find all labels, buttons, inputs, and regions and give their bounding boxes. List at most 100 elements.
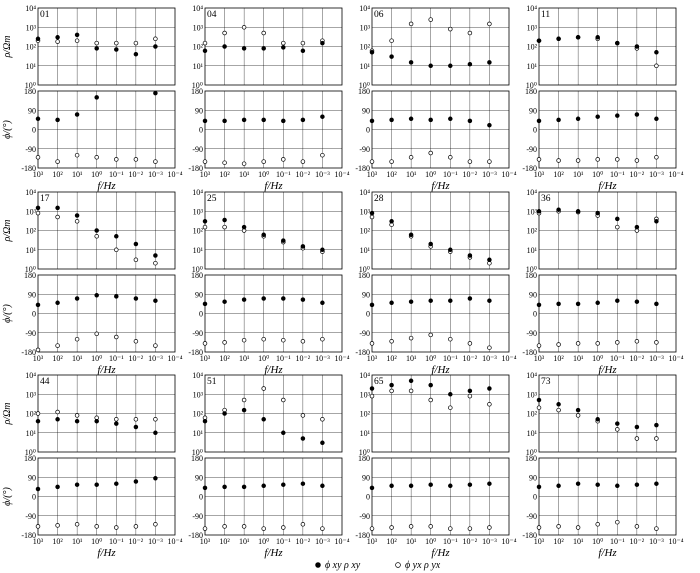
- y-tick-label: 10¹: [26, 246, 37, 255]
- phi-yx-point: [615, 157, 620, 162]
- y-tick-label: -90: [526, 329, 537, 338]
- x-tick-label: 10⁻¹: [109, 537, 124, 546]
- y-tick-label: 10³: [26, 207, 37, 216]
- phi-xy-point: [428, 117, 433, 123]
- phi-yx-point: [654, 155, 659, 160]
- rho-xy-point: [487, 386, 492, 391]
- phi-yx-point: [389, 339, 394, 344]
- rho-xy-point: [114, 421, 119, 426]
- rho-xy-point: [320, 40, 325, 46]
- phi-yx-point: [575, 341, 581, 346]
- x-axis-label: f/Hz: [97, 180, 116, 192]
- phi-yx-point: [320, 152, 325, 158]
- rho-xy-point: [556, 36, 561, 42]
- phi-xy-point: [654, 481, 659, 486]
- y-tick-label: 10¹: [193, 429, 204, 438]
- phi-yx-point: [408, 155, 414, 160]
- x-tick-label: 10³: [200, 354, 211, 363]
- phi-yx-point: [369, 159, 375, 164]
- y-tick-label: 180: [191, 454, 203, 463]
- y-tick-label: -180: [355, 348, 370, 357]
- y-tick-label: 10²: [360, 410, 371, 419]
- x-tick-label: 10⁻²: [630, 170, 645, 179]
- phi-yx-point: [153, 343, 158, 348]
- rho-xy-point: [153, 44, 158, 49]
- y-tick-label: 10¹: [26, 429, 37, 438]
- rho-yx-point: [133, 417, 139, 422]
- y-tick-label: 10⁰: [25, 81, 36, 90]
- rho-yx-point: [369, 214, 375, 220]
- rho-xy-point: [595, 210, 600, 216]
- rho-xy-point: [202, 219, 208, 224]
- phi-xy-point: [153, 90, 158, 96]
- rho-xy-point: [300, 244, 306, 249]
- rho-yx-point: [536, 405, 542, 410]
- phi-yx-point: [281, 337, 286, 343]
- rho-xy-point: [222, 44, 227, 49]
- rho-xy-point: [202, 48, 208, 54]
- phi-yx-point: [202, 341, 208, 346]
- y-tick-label: 90: [362, 290, 370, 299]
- phi-yx-point: [133, 339, 139, 344]
- rho-xy-point: [74, 213, 80, 218]
- rho-yx-point: [55, 39, 60, 44]
- rho-yx-point: [467, 30, 473, 36]
- legend-label-xy: ϕ xy ρ xy: [325, 560, 361, 571]
- x-tick-label: 10⁻²: [463, 537, 478, 546]
- rho-xy-point: [428, 63, 433, 69]
- rho-xy-point: [241, 224, 247, 230]
- y-tick-label: 90: [28, 106, 36, 115]
- phi-yx-point: [300, 159, 306, 164]
- phi-yx-point: [222, 160, 227, 165]
- phi-yx-point: [35, 155, 41, 160]
- rho-xy-point: [556, 207, 561, 212]
- rho-yx-point: [222, 30, 227, 36]
- x-tick-label: 10⁰: [258, 354, 269, 363]
- phi-xy-point: [222, 484, 227, 490]
- phi-xy-point: [320, 483, 325, 489]
- x-tick-label: 10²: [219, 170, 230, 179]
- y-tick-label: 180: [525, 87, 537, 96]
- x-tick-label: 10⁻¹: [276, 170, 291, 179]
- x-tick-label: 10⁻³: [482, 537, 497, 546]
- rho-yx-point: [133, 40, 139, 46]
- x-tick-label: 10⁻⁴: [501, 354, 516, 363]
- rho-yx-point: [55, 409, 60, 415]
- rho-xy-point: [428, 382, 433, 388]
- rho-xy-point: [487, 257, 492, 263]
- y-tick-label: 10¹: [360, 429, 371, 438]
- phi-yx-point: [536, 157, 542, 162]
- y-tick-label: 10⁴: [25, 371, 36, 380]
- rho-yx-point: [320, 417, 325, 422]
- phi-yx-point: [595, 341, 600, 346]
- rho-xy-point: [133, 241, 139, 247]
- phi-yx-point: [320, 526, 325, 531]
- phi-xy-point: [320, 300, 325, 306]
- y-tick-label: 10¹: [193, 62, 204, 71]
- x-tick-label: 10⁰: [592, 537, 603, 546]
- y-tick-label: 0: [199, 126, 203, 135]
- x-tick-label: 10⁻³: [482, 170, 497, 179]
- phi-yx-point: [369, 526, 375, 531]
- y-tick-label: 90: [529, 290, 537, 299]
- x-tick-label: 10⁻⁴: [334, 170, 349, 179]
- x-tick-label: 10⁻¹: [109, 170, 124, 179]
- y-tick-label: 10⁰: [359, 265, 370, 274]
- rho-yx-point: [389, 38, 394, 43]
- phi-yx-point: [634, 339, 640, 344]
- rho-yx-point: [94, 234, 99, 239]
- phi-yx-point: [153, 522, 158, 527]
- y-tick-label: 180: [525, 271, 537, 280]
- phi-yx-point: [241, 337, 247, 343]
- x-tick-label: 10⁻²: [296, 170, 311, 179]
- y-tick-label: 10⁴: [192, 4, 203, 13]
- phi-yx-point: [300, 339, 306, 344]
- x-tick-label: 10⁻³: [315, 170, 330, 179]
- phi-xy-point: [654, 116, 659, 122]
